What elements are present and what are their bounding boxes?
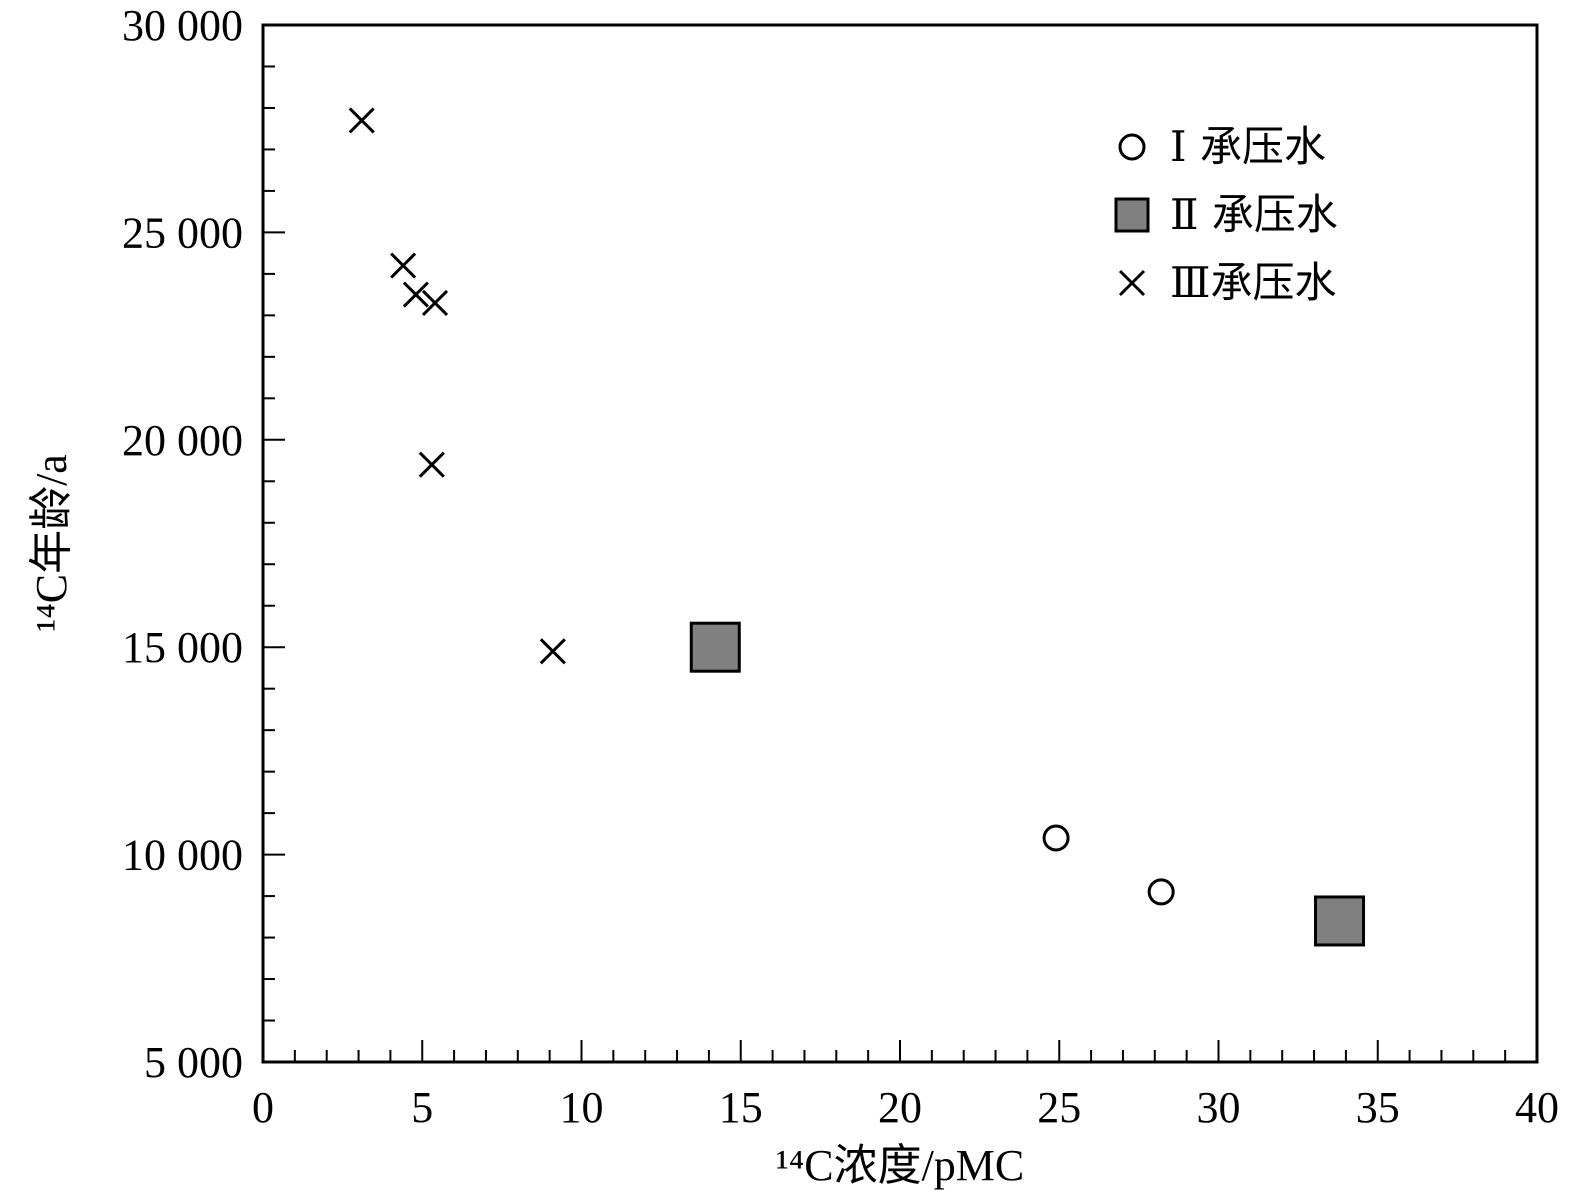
data-point-x — [390, 252, 417, 279]
y-tick-label: 5 000 — [144, 1038, 243, 1087]
legend-label: Ⅰ 承压水 — [1170, 122, 1326, 171]
data-points — [348, 107, 1366, 947]
data-point-square — [689, 621, 741, 673]
x-axis-tick-labels: 0 5 10 15 20 25 30 35 40 — [252, 1083, 1559, 1132]
y-axis-tick-labels: 5 000 10 000 15 000 20 000 25 000 30 000 — [122, 1, 243, 1087]
x-axis-ticks — [262, 1040, 1538, 1062]
x-tick-label: 25 — [1037, 1083, 1081, 1132]
y-tick-label: 30 000 — [122, 1, 243, 50]
legend-label: Ⅲ承压水 — [1170, 258, 1337, 307]
x-tick-label: 35 — [1356, 1083, 1400, 1132]
data-point-circle — [1147, 878, 1175, 906]
y-tick-label: 25 000 — [122, 208, 243, 257]
legend-marker-square — [1114, 197, 1150, 233]
y-tick-label: 15 000 — [122, 623, 243, 672]
y-tick-label: 10 000 — [122, 831, 243, 880]
x-tick-label: 5 — [411, 1083, 433, 1132]
data-point-x — [539, 638, 566, 665]
legend-label: Ⅱ 承压水 — [1170, 190, 1338, 239]
data-point-x — [421, 289, 449, 316]
x-tick-label: 0 — [252, 1083, 274, 1132]
data-point-x — [402, 281, 429, 308]
x-tick-label: 10 — [560, 1083, 604, 1132]
x-tick-label: 40 — [1515, 1083, 1559, 1132]
y-axis-ticks — [263, 24, 285, 1063]
x-axis-title: ¹⁴C浓度/pMC — [776, 1141, 1025, 1190]
legend: Ⅰ 承压水 Ⅱ 承压水 Ⅲ承压水 — [1114, 122, 1338, 307]
y-axis-title: ¹⁴C年龄/a — [27, 454, 76, 632]
data-point-x — [348, 107, 375, 134]
data-point-square — [1314, 895, 1366, 947]
data-point-circle — [1042, 824, 1070, 852]
y-tick-label: 20 000 — [122, 416, 243, 465]
legend-marker-circle — [1118, 133, 1146, 161]
x-tick-label: 30 — [1197, 1083, 1241, 1132]
x-tick-label: 20 — [878, 1083, 922, 1132]
legend-marker-x — [1118, 269, 1146, 297]
x-tick-label: 15 — [719, 1083, 763, 1132]
data-point-x — [418, 451, 445, 478]
